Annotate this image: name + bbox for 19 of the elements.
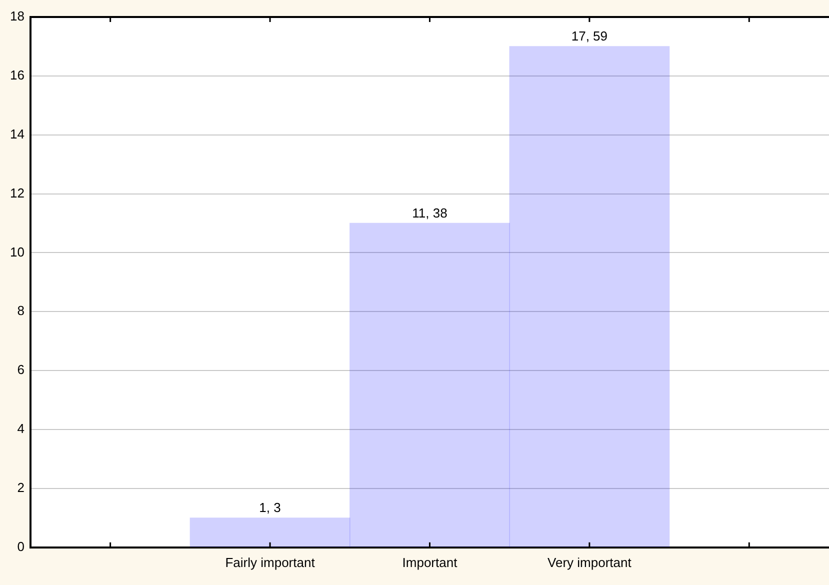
y-tick-label: 10 [10, 244, 24, 260]
y-tick-label: 0 [17, 538, 24, 554]
y-tick-label: 18 [10, 8, 24, 24]
bar [350, 222, 510, 548]
y-tick-label: 16 [10, 68, 24, 83]
y-tick-label: 14 [10, 126, 24, 142]
y-tick-label: 6 [17, 362, 24, 378]
y-tick-label: 8 [17, 303, 24, 318]
data-label: 1, 3 [259, 500, 281, 516]
x-tick-label: Very important [548, 554, 632, 570]
y-tick-label: 2 [17, 480, 24, 496]
x-tick-label: Important [402, 554, 458, 570]
data-label: 17, 59 [571, 28, 608, 44]
bar [509, 46, 670, 548]
data-label: 11, 38 [412, 205, 448, 220]
y-tick-label: 4 [17, 421, 24, 436]
bar [190, 518, 350, 548]
x-tick-label: Fairly important [225, 554, 316, 570]
y-tick-label: 12 [10, 185, 24, 200]
